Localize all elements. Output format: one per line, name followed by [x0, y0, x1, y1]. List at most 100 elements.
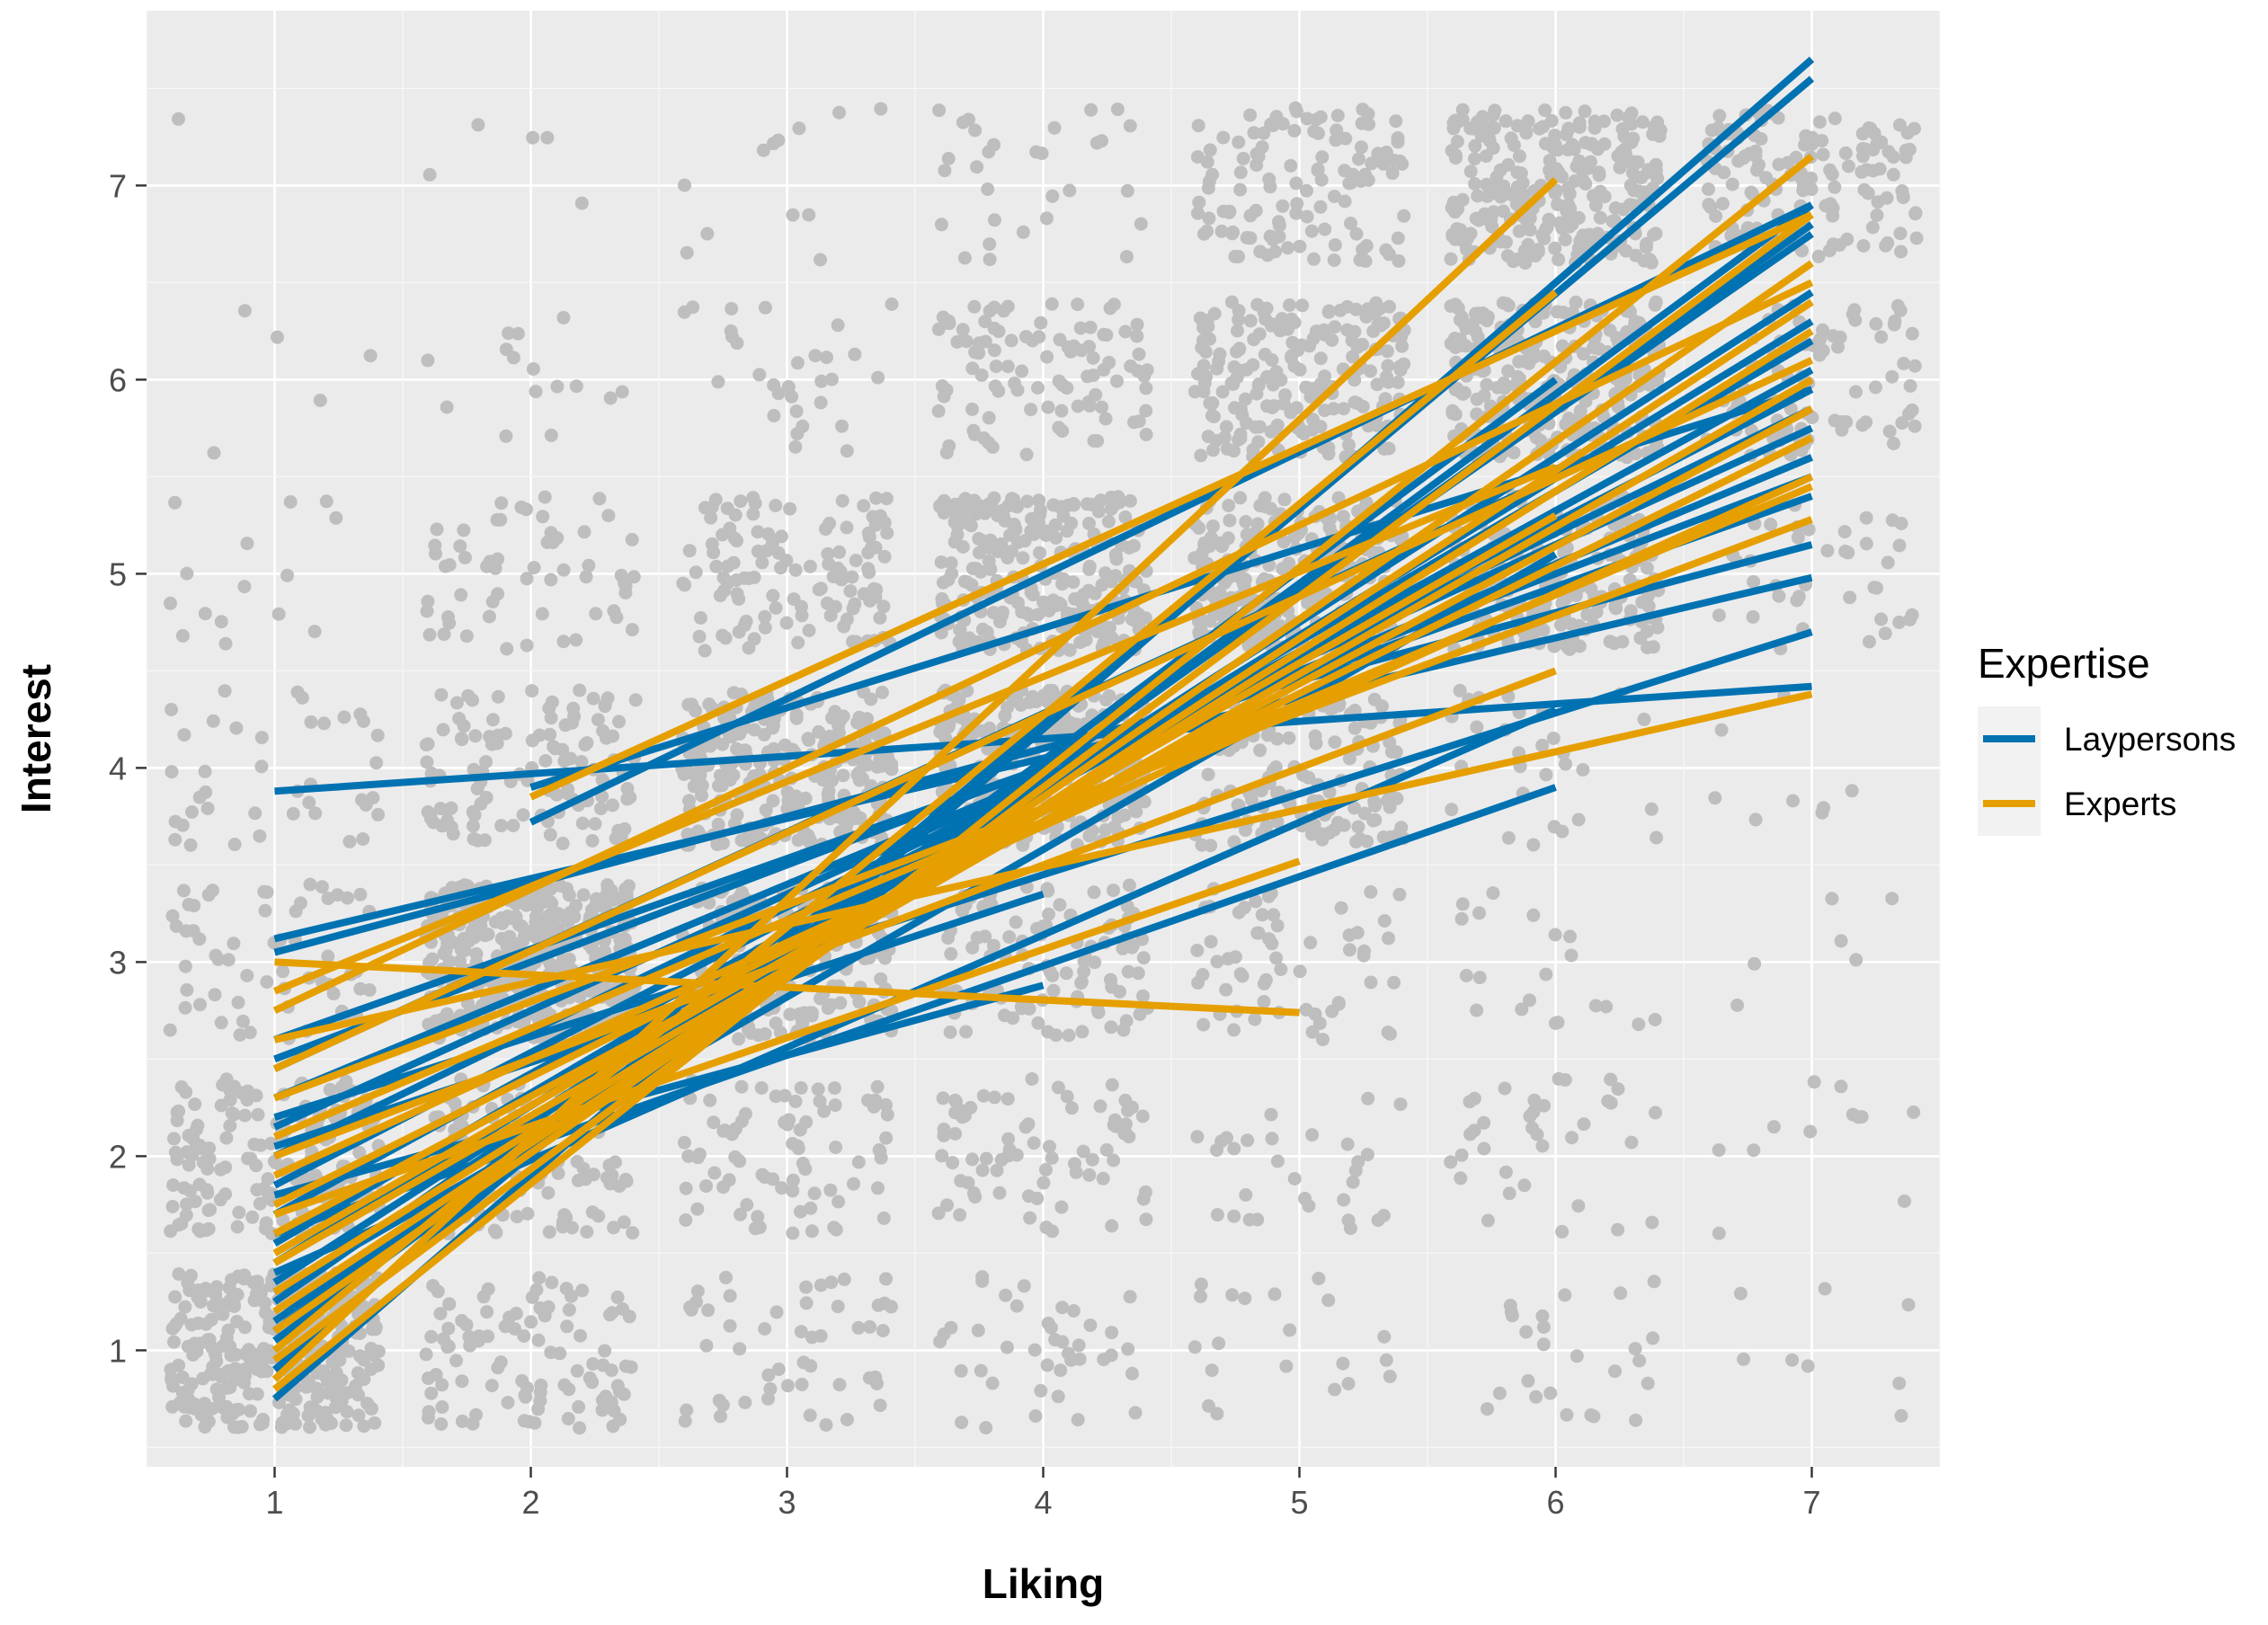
scatter-point: [527, 362, 540, 376]
scatter-point: [791, 636, 805, 650]
scatter-point: [454, 588, 467, 601]
scatter-point: [1001, 1092, 1015, 1106]
scatter-point: [538, 754, 552, 768]
scatter-point: [337, 711, 351, 724]
scatter-point: [580, 1225, 593, 1239]
scatter-point: [1196, 1018, 1210, 1032]
scatter-point: [1449, 151, 1463, 164]
scatter-point: [1084, 498, 1098, 511]
scatter-point: [457, 932, 470, 946]
scatter-point: [1645, 803, 1659, 816]
scatter-point: [280, 1417, 293, 1431]
scatter-point: [944, 1026, 957, 1039]
scatter-point: [486, 595, 500, 608]
scatter-point: [228, 838, 242, 851]
scatter-point: [1056, 378, 1070, 392]
scatter-point: [229, 722, 243, 735]
scatter-point: [1539, 768, 1552, 781]
scatter-point: [226, 1106, 239, 1120]
scatter-point: [706, 537, 719, 551]
scatter-point: [1747, 1143, 1760, 1157]
scatter-point: [1110, 375, 1124, 388]
scatter-point: [1116, 1024, 1130, 1037]
scatter-point: [1881, 236, 1894, 250]
scatter-point: [874, 1399, 887, 1412]
scatter-point: [608, 1404, 621, 1417]
scatter-point: [1792, 590, 1806, 603]
scatter-point: [946, 1156, 959, 1169]
scatter-point: [1838, 545, 1852, 558]
scatter-point: [1342, 176, 1356, 190]
scatter-point: [455, 943, 468, 956]
scatter-point: [1234, 428, 1248, 441]
scatter-point: [1571, 1199, 1585, 1212]
scatter-point: [876, 599, 890, 613]
scatter-point: [728, 532, 742, 546]
scatter-point: [194, 1295, 208, 1309]
scatter-point: [172, 112, 185, 126]
scatter-point: [1040, 211, 1054, 225]
scatter-point: [739, 1107, 752, 1121]
scatter-point: [1908, 360, 1922, 373]
scatter-point: [244, 1026, 257, 1039]
scatter-point: [733, 1154, 746, 1168]
scatter-point: [1127, 415, 1141, 429]
scatter-point: [538, 491, 552, 504]
scatter-point: [679, 1213, 692, 1227]
scatter-point: [1715, 724, 1729, 737]
scatter-point: [1823, 164, 1837, 177]
scatter-point: [1361, 1092, 1374, 1106]
scatter-point: [1072, 1413, 1085, 1426]
scatter-point: [1241, 231, 1254, 244]
scatter-point: [556, 311, 570, 324]
scatter-point: [772, 1363, 786, 1376]
scatter-point: [975, 369, 989, 382]
scatter-point: [1088, 885, 1101, 899]
scatter-point: [689, 704, 702, 717]
scatter-point: [232, 1403, 245, 1416]
scatter-point: [707, 1115, 720, 1129]
scatter-point: [871, 1080, 885, 1094]
scatter-point: [260, 1216, 273, 1230]
scatter-point: [1111, 102, 1125, 116]
scatter-point: [1772, 158, 1785, 172]
scatter-point: [1054, 333, 1067, 346]
scatter-point: [732, 592, 745, 606]
scatter-point: [578, 525, 591, 538]
scatter-point: [1228, 250, 1241, 263]
scatter-point: [1102, 515, 1116, 528]
scatter-point: [1828, 181, 1841, 194]
scatter-point: [437, 723, 450, 736]
scatter-point: [254, 759, 268, 773]
scatter-point: [1481, 190, 1494, 203]
scatter-point: [1748, 957, 1761, 971]
scatter-point: [1032, 330, 1045, 343]
scatter-point: [733, 626, 746, 639]
scatter-point: [431, 522, 444, 536]
scatter-point: [483, 610, 496, 624]
scatter-point: [867, 1100, 881, 1114]
scatter-point: [937, 1091, 950, 1105]
scatter-point: [804, 1408, 817, 1422]
scatter-point: [1632, 1354, 1646, 1368]
scatter-point: [1205, 396, 1219, 410]
scatter-point: [792, 121, 805, 135]
scatter-point: [1493, 1387, 1507, 1400]
scatter-point: [220, 1381, 234, 1395]
scatter-point: [1216, 538, 1230, 552]
scatter-point: [1362, 118, 1375, 131]
scatter-point: [199, 765, 212, 778]
scatter-point: [1480, 149, 1493, 163]
scatter-point: [1118, 809, 1132, 822]
scatter-point: [482, 1283, 495, 1296]
scatter-point: [796, 1157, 810, 1170]
scatter-point: [341, 1386, 354, 1399]
scatter-point: [618, 822, 631, 836]
scatter-point: [972, 1324, 985, 1337]
scatter-point: [967, 300, 981, 314]
scatter-point: [1321, 1293, 1335, 1307]
scatter-point: [1329, 238, 1342, 252]
scatter-point: [849, 554, 863, 567]
scatter-point: [769, 1017, 783, 1030]
scatter-point: [1601, 1095, 1614, 1108]
